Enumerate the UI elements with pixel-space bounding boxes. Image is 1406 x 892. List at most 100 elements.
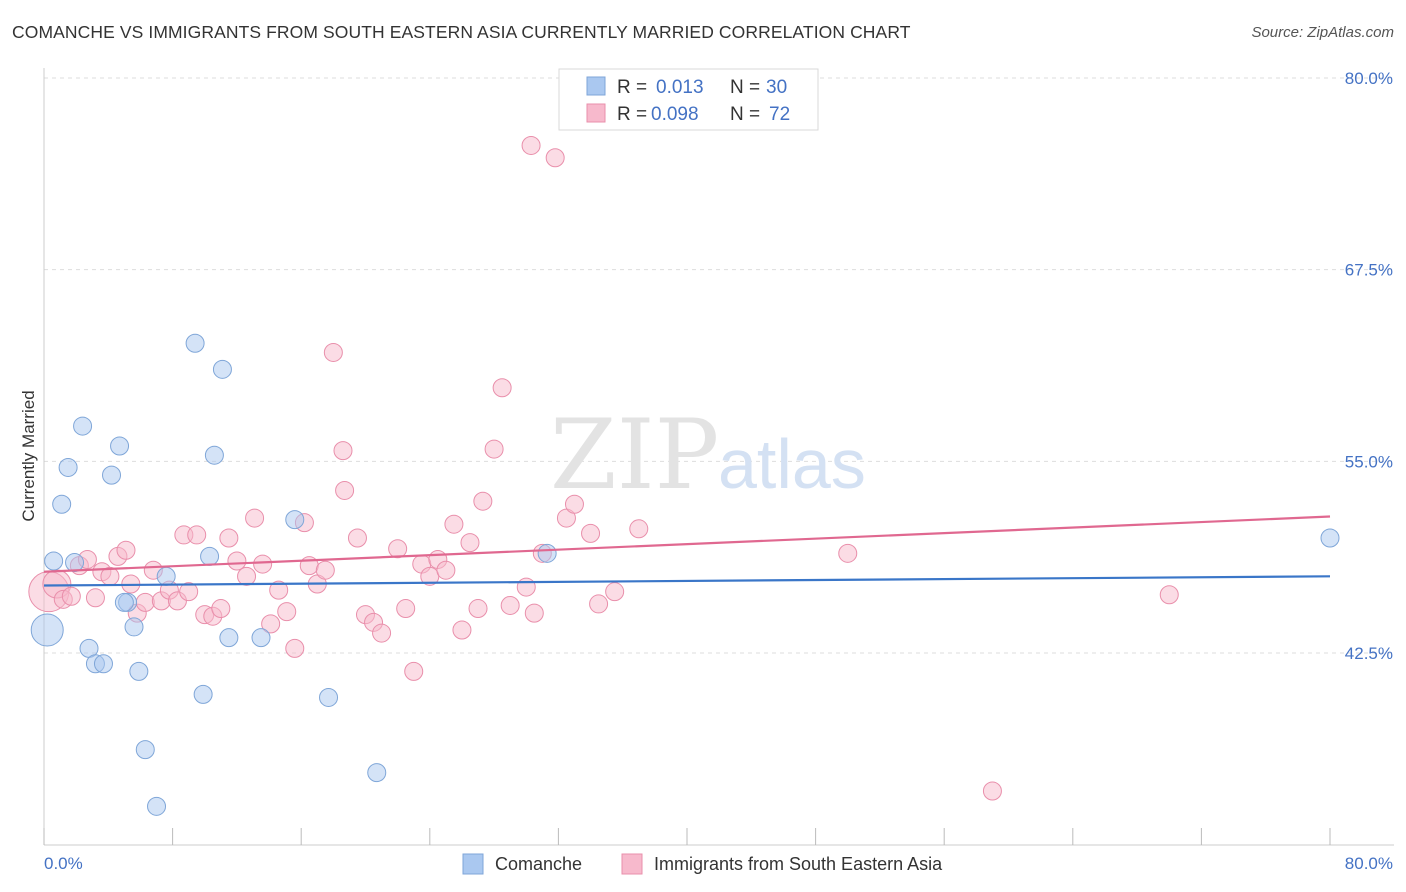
x-tick-label-max: 80.0% [1345, 854, 1393, 873]
point-immigrants-56 [492, 378, 512, 398]
point-comanche-27 [537, 543, 557, 563]
point-comanche-21 [212, 359, 232, 379]
axes [43, 68, 1394, 846]
point-immigrants-49 [436, 560, 456, 580]
point-immigrants-58 [516, 577, 536, 597]
legend-swatch-immigrants [586, 103, 606, 123]
point-immigrants-51 [452, 620, 472, 640]
point-comanche-25 [319, 687, 339, 707]
legend-n-value-comanche: 30 [766, 77, 787, 98]
point-immigrants-54 [473, 491, 493, 511]
point-immigrants-50 [444, 514, 464, 534]
legend-r-label-comanche: R = [617, 77, 647, 98]
point-immigrants-72 [982, 781, 1002, 801]
bottom-legend-label-comanche: Comanche [495, 854, 582, 874]
point-comanche-8 [93, 654, 113, 674]
trend-line-comanche [43, 575, 1331, 587]
point-comanche-19 [200, 546, 220, 566]
point-comanche-4 [65, 553, 85, 573]
point-comanche-13 [129, 661, 149, 681]
point-comanche-12 [124, 617, 144, 637]
y-tick-label-3: 80.0% [1345, 69, 1393, 88]
y-axis-label: Currently Married [19, 390, 38, 521]
point-immigrants-70 [1159, 585, 1179, 605]
point-comanche-10 [110, 436, 130, 456]
point-immigrants-32 [285, 638, 305, 658]
chart-source: Source: ZipAtlas.com [1251, 24, 1394, 41]
trend-lines [43, 515, 1331, 587]
legend-n-label-immigrants: N = [730, 104, 760, 125]
legend: R = 0.013 N = 30 R = 0.098 N = 72 [558, 68, 819, 131]
bottom-legend-label-immigrants: Immigrants from South Eastern Asia [654, 854, 943, 874]
y-tick-labels: 42.5% 55.0% 67.5% 80.0% [1345, 69, 1393, 663]
point-comanche-5 [73, 416, 93, 436]
point-immigrants-19 [179, 582, 199, 602]
point-immigrants-24 [219, 528, 239, 548]
point-comanche-9 [102, 465, 122, 485]
legend-n-label-comanche: N = [730, 77, 760, 98]
point-immigrants-37 [323, 342, 343, 362]
point-immigrants-25 [227, 551, 247, 571]
point-immigrants-64 [564, 494, 584, 514]
point-immigrants-44 [388, 539, 408, 559]
point-immigrants-36 [315, 560, 335, 580]
point-comanche-29 [114, 592, 134, 612]
watermark-atlas: atlas [718, 425, 866, 503]
point-immigrants-20 [187, 525, 207, 545]
bottom-legend-swatch-comanche [462, 853, 484, 875]
point-immigrants-30 [269, 580, 289, 600]
point-immigrants-61 [521, 135, 541, 155]
point-comanche-0 [30, 613, 64, 647]
point-immigrants-55 [484, 439, 504, 459]
point-comanche-24 [285, 510, 305, 530]
point-immigrants-52 [460, 533, 480, 553]
point-immigrants-66 [589, 594, 609, 614]
point-immigrants-26 [237, 566, 257, 586]
point-immigrants-40 [347, 528, 367, 548]
point-immigrants-28 [253, 554, 273, 574]
point-comanche-26 [367, 763, 387, 783]
legend-swatch-comanche [586, 76, 606, 96]
point-comanche-28 [1320, 528, 1340, 548]
grid-lines [44, 77, 1394, 654]
point-immigrants-23 [211, 599, 231, 619]
point-immigrants-31 [277, 602, 297, 622]
legend-r-value-comanche: 0.013 [656, 77, 704, 98]
point-immigrants-38 [333, 441, 353, 461]
point-comanche-2 [52, 494, 72, 514]
x-tick-label-min: 0.0% [44, 854, 83, 873]
point-comanche-1 [44, 551, 64, 571]
point-comanche-23 [251, 628, 271, 648]
point-immigrants-68 [629, 519, 649, 539]
point-immigrants-27 [245, 508, 265, 528]
point-immigrants-65 [581, 523, 601, 543]
y-tick-label-2: 67.5% [1345, 261, 1393, 280]
point-immigrants-53 [468, 599, 488, 619]
y-tick-label-1: 55.0% [1345, 452, 1393, 471]
series-comanche-points [30, 333, 1340, 816]
point-immigrants-13 [135, 592, 155, 612]
point-comanche-22 [219, 628, 239, 648]
point-immigrants-29 [261, 614, 281, 634]
point-immigrants-43 [372, 623, 392, 643]
point-immigrants-62 [545, 148, 565, 168]
point-immigrants-69 [838, 543, 858, 563]
bottom-legend-swatch-immigrants [621, 853, 643, 875]
legend-r-label-immigrants: R = [617, 104, 647, 125]
point-comanche-17 [185, 333, 205, 353]
point-immigrants-3 [61, 586, 81, 606]
watermark: ZIP atlas [550, 399, 866, 511]
point-comanche-16 [156, 566, 176, 586]
point-immigrants-6 [85, 588, 105, 608]
point-immigrants-71 [404, 661, 424, 681]
point-immigrants-59 [524, 603, 544, 623]
point-comanche-3 [58, 457, 78, 477]
legend-r-value-immigrants: 0.098 [651, 104, 699, 125]
point-immigrants-10 [116, 540, 136, 560]
bottom-legend: Comanche Immigrants from South Eastern A… [462, 853, 943, 875]
legend-n-value-immigrants: 72 [769, 104, 790, 125]
chart-title: COMANCHE VS IMMIGRANTS FROM SOUTH EASTER… [12, 22, 911, 42]
x-ticks [43, 828, 1331, 845]
watermark-zip: ZIP [550, 399, 719, 511]
